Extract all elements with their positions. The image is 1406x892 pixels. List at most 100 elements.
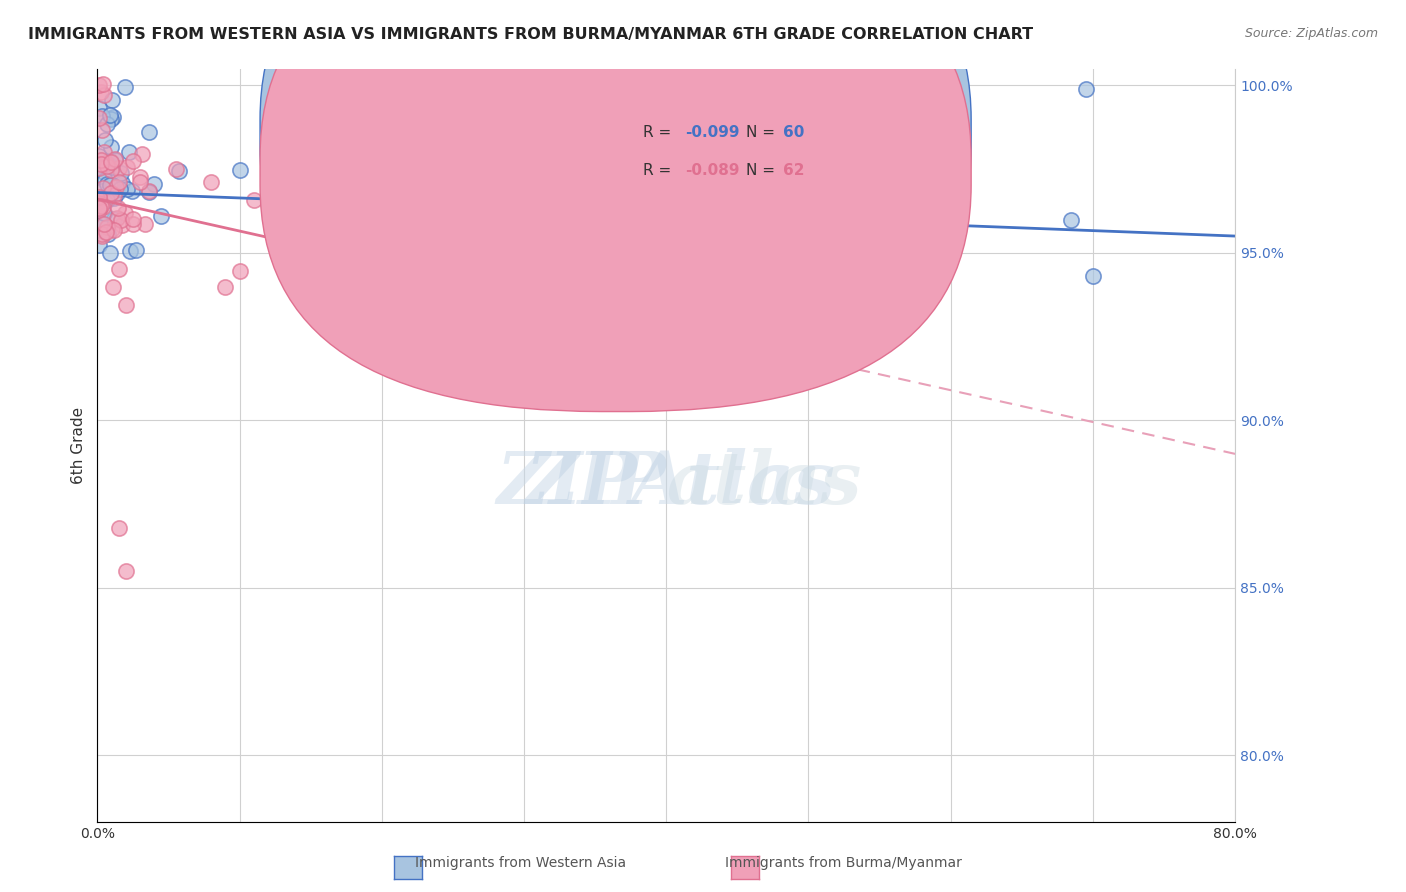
Immigrants from Western Asia: [110, 166, 132, 180]
Immigrants from Western Asia: [91, 109, 114, 123]
Immigrants from Western Asia: [121, 184, 143, 198]
Immigrants from Western Asia: [100, 112, 122, 126]
Text: IMMIGRANTS FROM WESTERN ASIA VS IMMIGRANTS FROM BURMA/MYANMAR 6TH GRADE CORRELAT: IMMIGRANTS FROM WESTERN ASIA VS IMMIGRAN…: [28, 27, 1033, 42]
Immigrants from Western Asia: [97, 227, 120, 242]
Immigrants from Burma/Myanmar: [122, 154, 145, 169]
Immigrants from Burma/Myanmar: [91, 78, 114, 92]
Immigrants from Burma/Myanmar: [100, 186, 122, 201]
Text: Immigrants from Western Asia: Immigrants from Western Asia: [415, 855, 626, 870]
Immigrants from Western Asia: [96, 193, 118, 207]
Immigrants from Burma/Myanmar: [93, 181, 115, 195]
Text: Immigrants from Burma/Myanmar: Immigrants from Burma/Myanmar: [725, 855, 962, 870]
Immigrants from Burma/Myanmar: [87, 78, 110, 92]
Immigrants from Western Asia: [98, 178, 121, 192]
Immigrants from Burma/Myanmar: [94, 225, 117, 239]
Immigrants from Burma/Myanmar: [101, 222, 124, 236]
Text: R =: R =: [644, 163, 676, 178]
Immigrants from Burma/Myanmar: [104, 179, 127, 194]
Immigrants from Burma/Myanmar: [87, 203, 110, 218]
Immigrants from Burma/Myanmar: [165, 162, 187, 177]
Immigrants from Burma/Myanmar: [94, 155, 117, 169]
Immigrants from Burma/Myanmar: [103, 188, 125, 202]
Immigrants from Burma/Myanmar: [90, 196, 112, 211]
Text: N =: N =: [745, 163, 780, 178]
Immigrants from Burma/Myanmar: [134, 217, 156, 231]
Immigrants from Burma/Myanmar: [129, 175, 152, 189]
Immigrants from Western Asia: [91, 217, 114, 231]
Immigrants from Burma/Myanmar: [87, 201, 110, 215]
Text: -0.099: -0.099: [686, 125, 740, 140]
Immigrants from Western Asia: [1074, 81, 1097, 95]
Immigrants from Burma/Myanmar: [107, 202, 129, 216]
Immigrants from Burma/Myanmar: [122, 212, 145, 227]
FancyBboxPatch shape: [581, 110, 877, 211]
Immigrants from Burma/Myanmar: [87, 189, 110, 203]
Text: atlas: atlas: [666, 448, 862, 518]
Immigrants from Western Asia: [115, 182, 138, 196]
Immigrants from Burma/Myanmar: [90, 157, 112, 171]
Immigrants from Western Asia: [138, 185, 160, 199]
Text: -0.089: -0.089: [686, 163, 740, 178]
FancyBboxPatch shape: [260, 0, 972, 374]
Immigrants from Burma/Myanmar: [101, 280, 124, 294]
Immigrants from Burma/Myanmar: [111, 218, 134, 232]
Text: R = -0.099   N = 60: R = -0.099 N = 60: [638, 125, 787, 140]
Immigrants from Burma/Myanmar: [100, 163, 122, 178]
Immigrants from Burma/Myanmar: [114, 564, 136, 578]
Immigrants from Burma/Myanmar: [104, 153, 127, 167]
Text: 62: 62: [783, 163, 804, 178]
Immigrants from Burma/Myanmar: [96, 220, 118, 235]
Immigrants from Burma/Myanmar: [93, 145, 115, 160]
Immigrants from Western Asia: [87, 149, 110, 163]
Immigrants from Western Asia: [93, 173, 115, 187]
Immigrants from Western Asia: [257, 166, 280, 180]
Immigrants from Burma/Myanmar: [214, 280, 236, 294]
Immigrants from Western Asia: [93, 165, 115, 179]
Immigrants from Western Asia: [441, 209, 464, 223]
Immigrants from Western Asia: [371, 209, 394, 223]
Immigrants from Burma/Myanmar: [90, 153, 112, 167]
Immigrants from Western Asia: [105, 186, 128, 200]
Text: 60: 60: [783, 125, 804, 140]
Immigrants from Western Asia: [103, 212, 125, 227]
Immigrants from Burma/Myanmar: [90, 85, 112, 99]
Immigrants from Burma/Myanmar: [200, 175, 222, 189]
Immigrants from Burma/Myanmar: [110, 212, 132, 227]
Immigrants from Western Asia: [627, 118, 650, 132]
Immigrants from Western Asia: [96, 178, 118, 192]
Immigrants from Burma/Myanmar: [91, 227, 114, 241]
Immigrants from Western Asia: [101, 110, 124, 124]
Immigrants from Burma/Myanmar: [122, 217, 145, 231]
Y-axis label: 6th Grade: 6th Grade: [72, 407, 86, 484]
Immigrants from Burma/Myanmar: [228, 263, 250, 277]
Text: ZIP: ZIP: [526, 448, 666, 518]
Immigrants from Western Asia: [228, 163, 250, 178]
Immigrants from Burma/Myanmar: [115, 160, 138, 174]
Immigrants from Western Asia: [337, 187, 360, 202]
Immigrants from Burma/Myanmar: [93, 87, 115, 102]
Immigrants from Burma/Myanmar: [131, 146, 153, 161]
Immigrants from Burma/Myanmar: [107, 175, 129, 189]
Immigrants from Western Asia: [98, 246, 121, 260]
Immigrants from Burma/Myanmar: [87, 195, 110, 210]
Immigrants from Western Asia: [87, 237, 110, 252]
Immigrants from Western Asia: [117, 145, 139, 159]
Immigrants from Western Asia: [87, 159, 110, 173]
Immigrants from Burma/Myanmar: [138, 185, 160, 199]
Immigrants from Western Asia: [87, 101, 110, 115]
Immigrants from Western Asia: [93, 206, 115, 220]
Immigrants from Western Asia: [769, 221, 792, 235]
Immigrants from Burma/Myanmar: [107, 520, 129, 534]
Immigrants from Western Asia: [94, 133, 117, 147]
Immigrants from Burma/Myanmar: [107, 161, 129, 175]
Immigrants from Western Asia: [150, 209, 173, 223]
Immigrants from Western Asia: [100, 178, 122, 193]
Immigrants from Western Asia: [100, 108, 122, 122]
Immigrants from Western Asia: [100, 140, 122, 154]
FancyBboxPatch shape: [260, 0, 972, 411]
Immigrants from Western Asia: [104, 153, 127, 168]
Immigrants from Western Asia: [513, 165, 536, 179]
Immigrants from Western Asia: [568, 182, 591, 196]
Immigrants from Western Asia: [101, 160, 124, 174]
Immigrants from Western Asia: [108, 182, 131, 196]
